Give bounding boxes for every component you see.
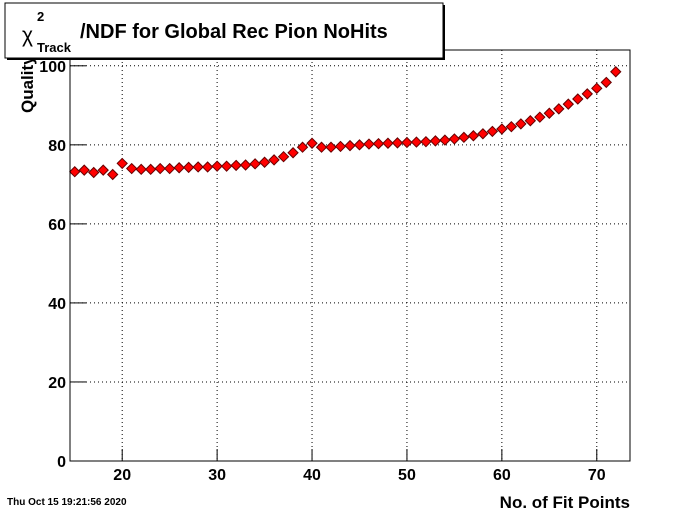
marker (125, 162, 138, 175)
marker (572, 93, 584, 105)
marker (249, 158, 261, 170)
marker (581, 88, 593, 100)
marker (201, 161, 214, 173)
marker (211, 160, 223, 172)
marker (325, 141, 337, 153)
marker (334, 140, 347, 153)
marker (515, 118, 527, 130)
marker (135, 163, 147, 176)
marker (296, 141, 309, 153)
marker (477, 128, 489, 140)
marker (610, 66, 622, 78)
marker (353, 139, 366, 151)
marker (429, 135, 442, 147)
x-tick-label: 70 (588, 467, 606, 484)
x-tick-label: 20 (113, 467, 131, 484)
marker (363, 138, 375, 150)
y-tick-label: 80 (48, 138, 66, 155)
marker (116, 157, 128, 170)
marker (505, 120, 518, 133)
marker (344, 139, 356, 152)
marker (534, 111, 546, 123)
marker (448, 133, 461, 145)
marker (88, 166, 100, 179)
marker (486, 125, 499, 138)
y-tick-label: 0 (57, 454, 66, 471)
marker (306, 137, 318, 149)
title-subscript: Track (37, 40, 72, 55)
marker (154, 162, 166, 175)
marker (107, 168, 119, 181)
marker (268, 154, 280, 166)
marker (372, 137, 385, 150)
marker (69, 166, 81, 178)
timestamp: Thu Oct 15 19:21:56 2020 (7, 497, 127, 508)
title-superscript: 2 (37, 9, 44, 24)
marker (144, 163, 157, 176)
marker (439, 134, 451, 146)
marker (97, 164, 109, 176)
y-tick-label: 100 (39, 59, 66, 76)
marker (230, 159, 242, 172)
marker (562, 98, 575, 110)
title-frame (4, 2, 444, 59)
title-text: /NDF for Global Rec Pion NoHits (80, 21, 388, 43)
marker (420, 135, 432, 148)
marker (591, 82, 603, 95)
marker (458, 131, 470, 144)
marker (524, 115, 537, 127)
x-tick-label: 30 (208, 467, 226, 484)
marker (401, 136, 413, 149)
marker (553, 103, 565, 115)
marker (600, 76, 612, 89)
marker (467, 130, 480, 142)
x-axis-label: No. of Fit Points (500, 493, 630, 512)
x-tick-label: 40 (303, 467, 321, 484)
y-tick-label: 20 (48, 375, 66, 392)
marker (410, 136, 423, 148)
marker (382, 137, 394, 149)
marker (78, 164, 90, 176)
y-tick-label: 60 (48, 217, 66, 234)
marker (277, 150, 290, 163)
title-box: χ 2 Track /NDF for Global Rec Pion NoHit… (4, 2, 445, 60)
marker (287, 147, 299, 159)
marker (163, 162, 176, 175)
marker (496, 123, 508, 135)
marker (182, 161, 195, 174)
marker (173, 162, 185, 174)
marker (543, 107, 556, 119)
x-tick-label: 50 (398, 467, 416, 484)
marker (192, 161, 204, 173)
x-tick-label: 60 (493, 467, 511, 484)
marker (391, 137, 404, 149)
marker (315, 141, 328, 153)
y-tick-label: 40 (48, 296, 66, 313)
y-axis-label: Quality (18, 55, 37, 113)
title-symbol: χ (22, 24, 33, 47)
marker (239, 159, 252, 171)
marker (258, 156, 271, 168)
marker (220, 160, 233, 172)
